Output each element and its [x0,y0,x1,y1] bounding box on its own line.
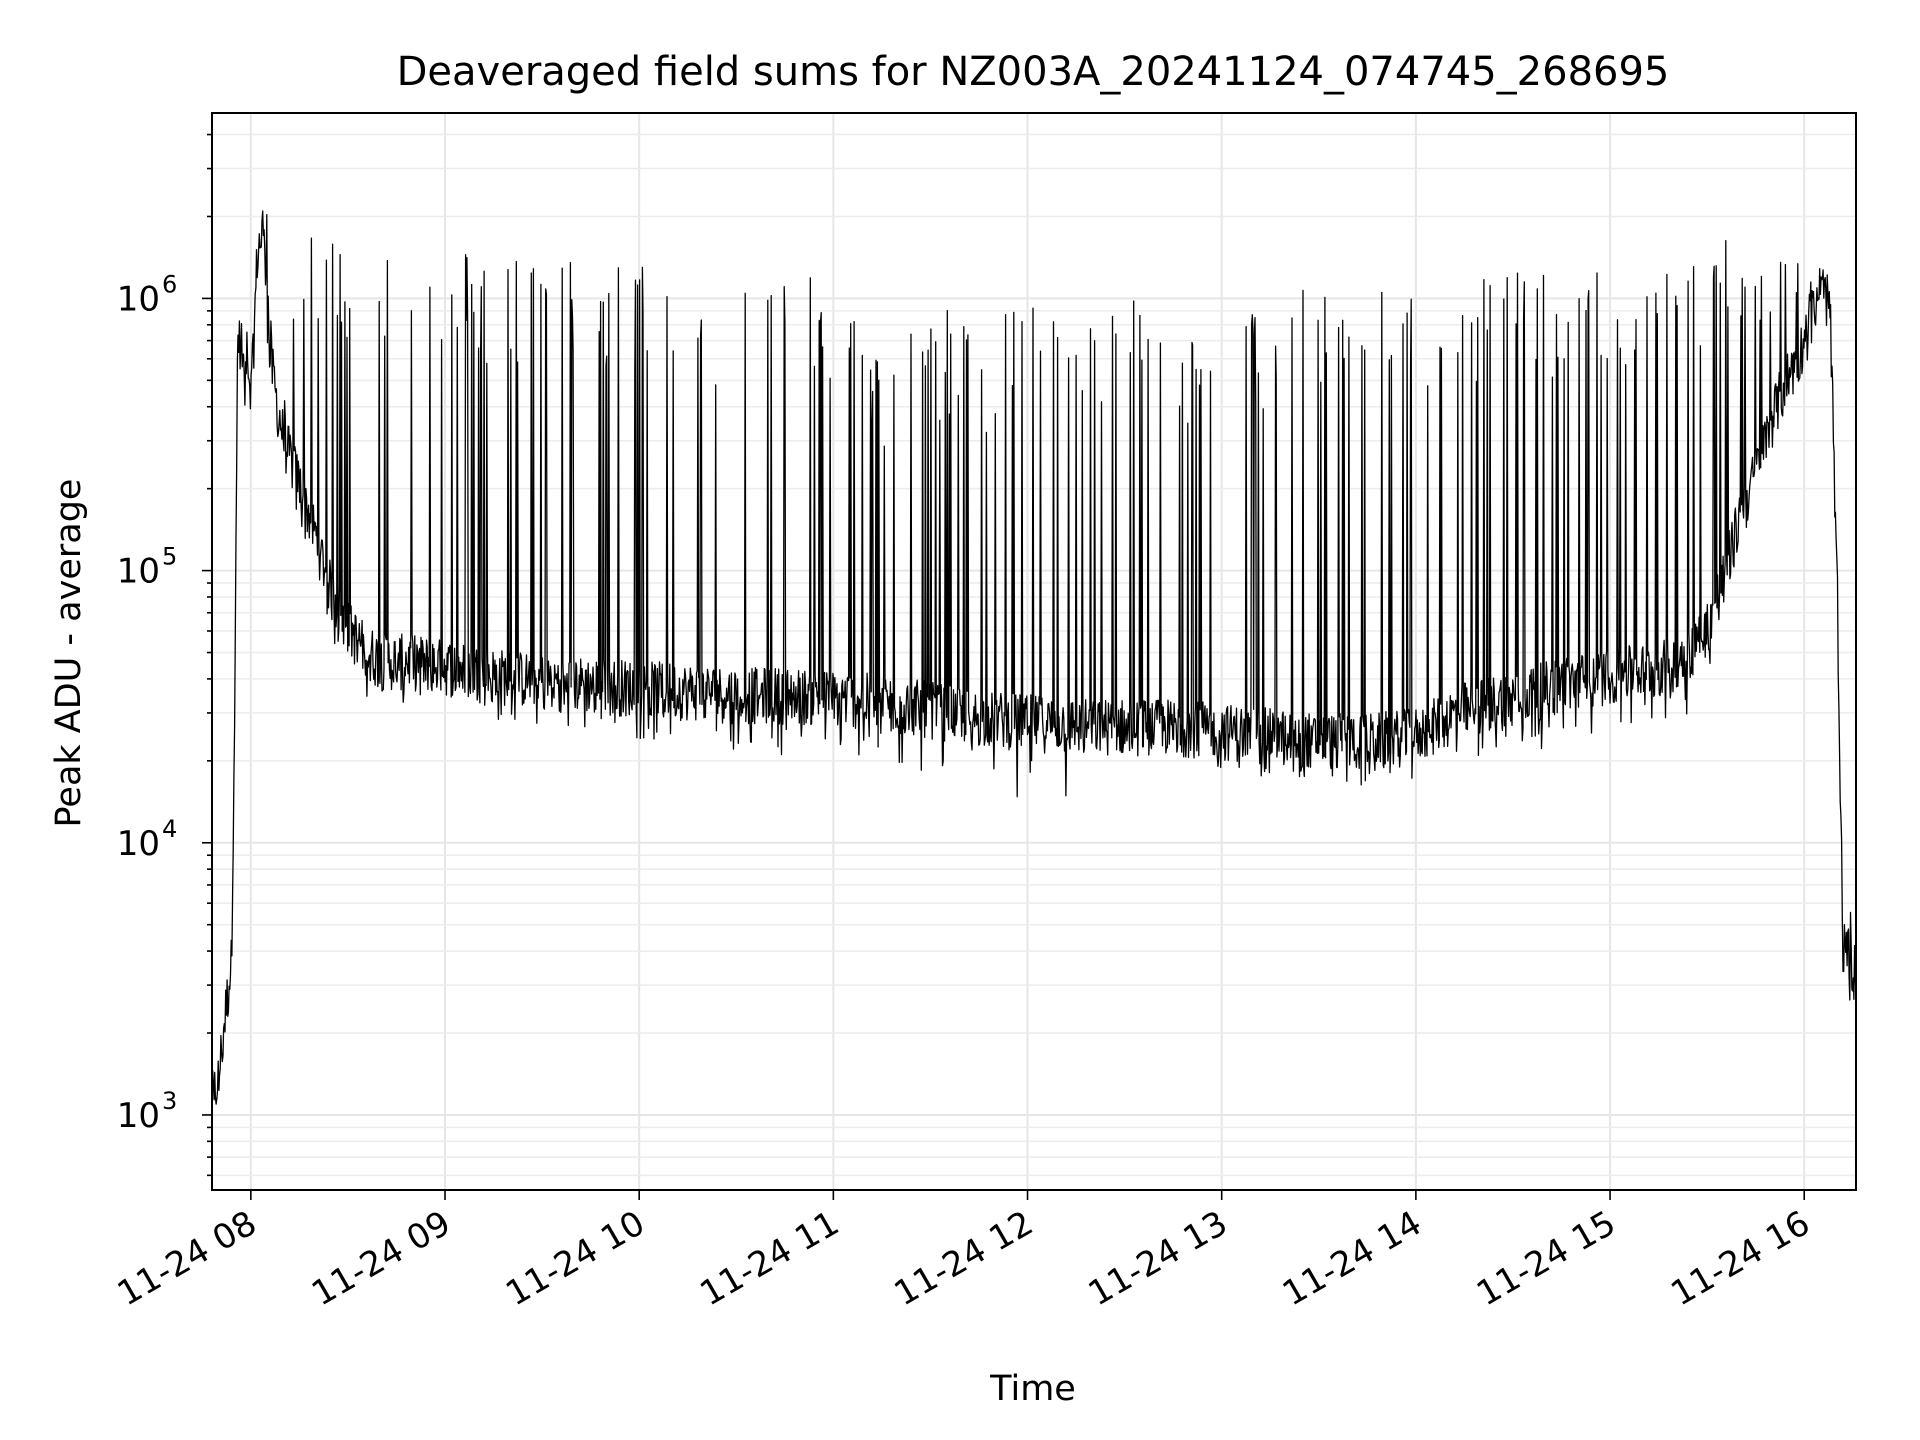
plot-area-frame [211,112,1857,1191]
y-tick-label: 10 [117,552,160,592]
x-tick-label: 11-24 12 [888,1203,1040,1314]
y-tick-label: 10 [117,824,160,864]
x-tick-label: 11-24 09 [305,1203,457,1314]
x-tick-label: 11-24 13 [1082,1203,1234,1314]
y-tick-exponent: 5 [162,543,177,571]
y-tick-exponent: 6 [162,270,177,298]
chart-title: Deaveraged field sums for NZ003A_2024112… [397,49,1670,95]
x-tick-label: 11-24 16 [1664,1203,1816,1314]
x-tick-label: 11-24 11 [693,1203,845,1314]
y-tick-label: 10 [117,1096,160,1136]
x-tick-label: 11-24 08 [111,1203,263,1314]
x-tick-label: 11-24 14 [1276,1203,1428,1314]
x-axis-label: Time [989,1369,1076,1409]
y-tick-exponent: 4 [162,815,177,843]
x-axis: 11-24 08 11-24 09 11-24 10 11-24 11 11-24 12… [111,1190,1817,1314]
y-tick-exponent: 3 [162,1087,177,1115]
y-axis-label: Peak ADU - average [49,479,89,828]
series-layer [211,210,1857,1110]
y-tick-label: 10 [117,279,160,319]
x-tick-label: 11-24 15 [1470,1203,1622,1314]
x-tick-label: 11-24 10 [499,1203,651,1314]
series-line [211,210,1857,1110]
